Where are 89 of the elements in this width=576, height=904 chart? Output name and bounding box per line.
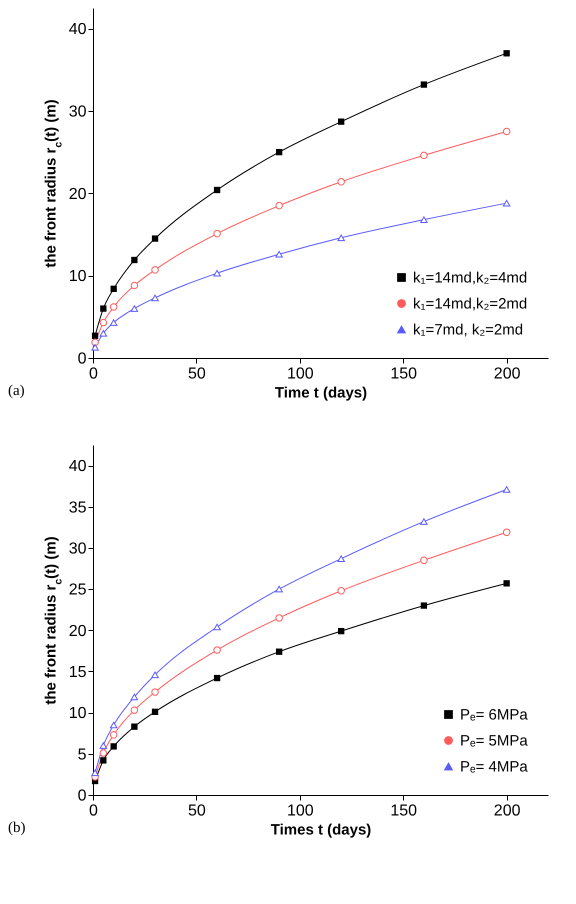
text: (b) bbox=[8, 820, 26, 836]
point bbox=[275, 202, 283, 210]
point bbox=[502, 128, 510, 136]
point bbox=[214, 674, 220, 682]
y-tick-label: 20 bbox=[68, 622, 87, 640]
legend-label: Pₑ= 4MPa bbox=[460, 758, 528, 776]
x-tick-label: 100 bbox=[286, 802, 314, 820]
point bbox=[130, 305, 138, 312]
point bbox=[152, 708, 158, 715]
point bbox=[110, 722, 118, 728]
point bbox=[130, 706, 138, 714]
point bbox=[213, 646, 221, 654]
y-tick-label: 30 bbox=[68, 540, 87, 558]
point bbox=[100, 757, 107, 764]
point bbox=[420, 152, 428, 160]
y-tick-label: 30 bbox=[68, 103, 87, 120]
text: (a) bbox=[8, 383, 25, 399]
point bbox=[213, 624, 221, 630]
legend-label: Pₑ= 6MPa bbox=[460, 706, 528, 724]
x-tick-label: 100 bbox=[286, 366, 314, 382]
legend-label: k₁=7md, k₂=2md bbox=[413, 322, 524, 338]
point bbox=[337, 234, 345, 242]
point bbox=[100, 742, 108, 749]
point bbox=[131, 723, 138, 730]
point bbox=[337, 178, 345, 186]
point bbox=[502, 528, 510, 536]
legend-label: k₁=14md,k₂=4md bbox=[413, 270, 528, 286]
point bbox=[100, 749, 108, 757]
x-tick-label: 0 bbox=[89, 366, 98, 382]
point bbox=[420, 556, 428, 564]
point bbox=[337, 587, 345, 594]
y-tick-label: 0 bbox=[78, 350, 87, 368]
point bbox=[213, 230, 221, 238]
y-tick-label: 15 bbox=[68, 664, 87, 681]
point bbox=[130, 282, 138, 290]
x-tick-label: 150 bbox=[390, 366, 418, 382]
y-tick-label: 25 bbox=[68, 582, 87, 599]
point bbox=[214, 186, 220, 194]
y-tick-label: 5 bbox=[78, 746, 87, 764]
point bbox=[152, 235, 158, 242]
point bbox=[503, 50, 510, 56]
point bbox=[110, 743, 117, 750]
point bbox=[502, 486, 510, 493]
y-tick-label: 0 bbox=[78, 788, 87, 804]
point bbox=[110, 303, 118, 311]
x-tick-label: 50 bbox=[188, 802, 206, 820]
point bbox=[276, 148, 282, 156]
point bbox=[151, 671, 159, 678]
x-axis-title: Times t (days) bbox=[270, 822, 372, 838]
point bbox=[502, 200, 510, 206]
point bbox=[503, 580, 510, 587]
point bbox=[110, 286, 117, 292]
x-tick-label: 200 bbox=[494, 366, 521, 382]
y-tick-label: 20 bbox=[68, 186, 87, 203]
point bbox=[420, 216, 428, 223]
point bbox=[110, 731, 118, 739]
point bbox=[275, 586, 283, 592]
point bbox=[338, 118, 344, 125]
point bbox=[131, 256, 138, 264]
y-tick-label: 40 bbox=[68, 458, 87, 476]
point bbox=[275, 614, 283, 622]
point bbox=[100, 305, 107, 312]
y-tick-label: 10 bbox=[68, 705, 87, 722]
point bbox=[151, 688, 159, 696]
point bbox=[213, 270, 221, 276]
point bbox=[420, 81, 428, 88]
y-tick-label: 35 bbox=[68, 499, 87, 516]
x-tick-label: 200 bbox=[494, 802, 521, 820]
point bbox=[92, 332, 98, 339]
legend-label: k₁=14md,k₂=2md bbox=[413, 296, 528, 312]
x-tick-label: 150 bbox=[390, 802, 418, 820]
y-tick-label: 10 bbox=[68, 268, 87, 286]
point bbox=[276, 648, 282, 655]
point bbox=[420, 518, 428, 525]
point bbox=[275, 250, 283, 258]
x-tick-label: 0 bbox=[89, 802, 98, 820]
point bbox=[337, 555, 345, 562]
point bbox=[338, 628, 344, 634]
legend-label: Pₑ= 5MPa bbox=[460, 732, 528, 750]
point bbox=[110, 319, 118, 326]
point bbox=[100, 330, 108, 337]
point bbox=[130, 694, 138, 700]
point bbox=[151, 294, 159, 302]
point bbox=[151, 266, 159, 274]
point bbox=[100, 318, 108, 326]
y-tick-label: 40 bbox=[68, 21, 87, 38]
x-tick-label: 50 bbox=[188, 366, 206, 382]
point bbox=[420, 602, 428, 609]
x-axis-title: Time t (days) bbox=[274, 384, 368, 402]
